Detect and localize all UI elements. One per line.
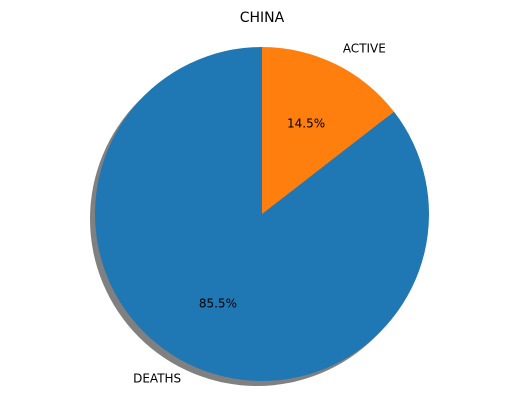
pie-labels: DEATHS 85.5% ACTIVE 14.5%: [133, 42, 386, 386]
slice-label-active: ACTIVE: [343, 42, 386, 56]
pie-slices: [95, 47, 430, 381]
slice-pct-active: 14.5%: [287, 117, 325, 131]
slice-pct-deaths: 85.5%: [199, 296, 237, 310]
slice-label-deaths: DEATHS: [133, 371, 181, 385]
pie-slice-deaths: [95, 47, 430, 381]
pie-slice-active: [262, 47, 394, 214]
chart-title: CHINA: [240, 10, 285, 26]
